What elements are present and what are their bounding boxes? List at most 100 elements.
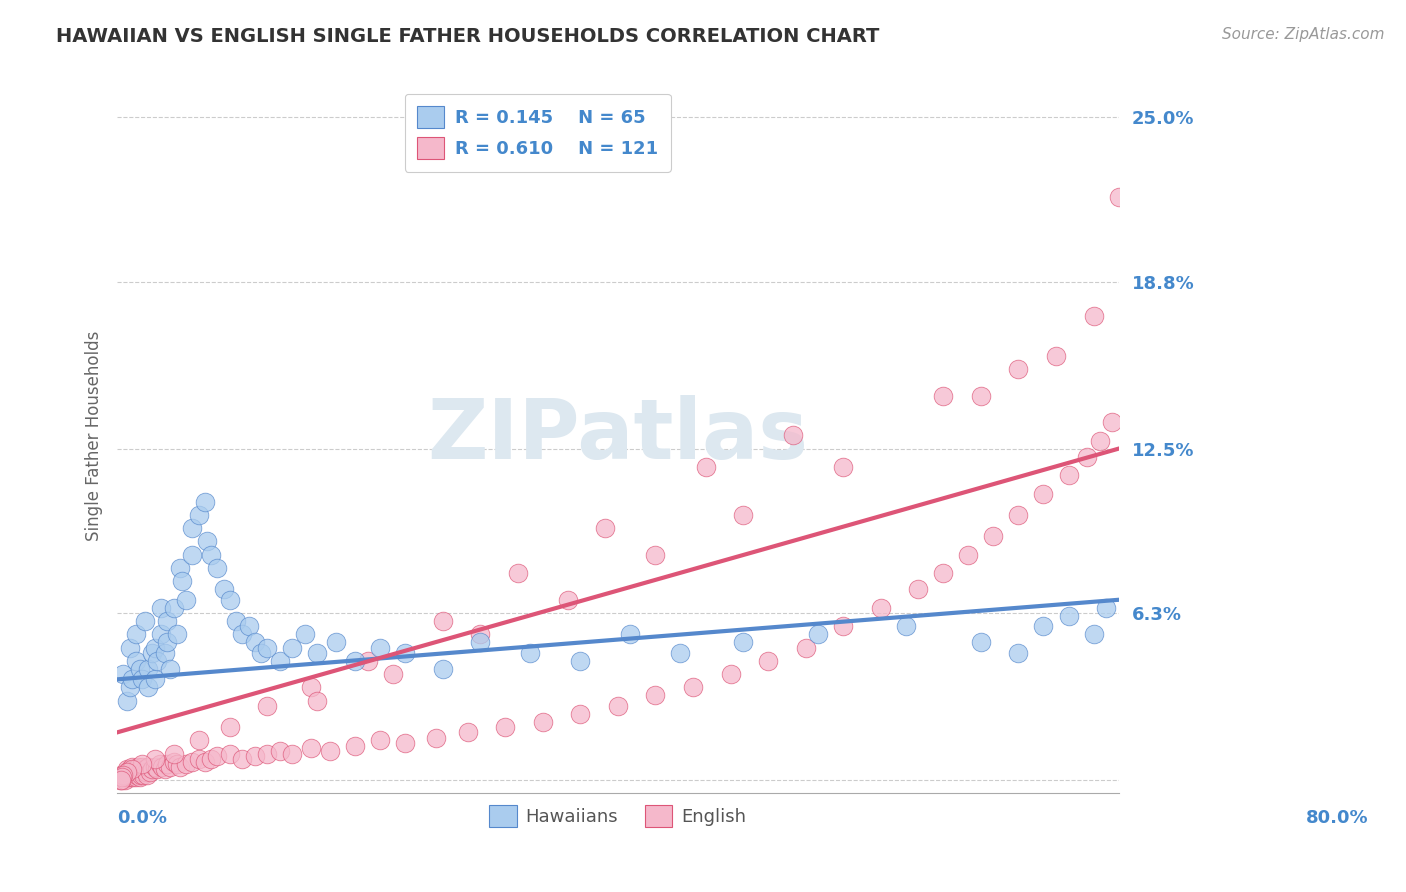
Point xyxy=(907,582,929,597)
Point xyxy=(606,698,628,713)
Point xyxy=(869,600,891,615)
Point xyxy=(124,768,146,782)
Point xyxy=(669,646,692,660)
Point xyxy=(381,667,404,681)
Point xyxy=(1083,309,1105,323)
Point xyxy=(356,654,378,668)
Point xyxy=(756,654,779,668)
Point xyxy=(118,640,141,655)
Point xyxy=(128,765,150,780)
Point xyxy=(134,614,156,628)
Point xyxy=(121,673,143,687)
Point xyxy=(619,627,641,641)
Point xyxy=(200,548,222,562)
Point xyxy=(125,654,148,668)
Text: 0.0%: 0.0% xyxy=(117,809,167,827)
Point xyxy=(432,662,454,676)
Point xyxy=(162,755,184,769)
Point xyxy=(187,752,209,766)
Point xyxy=(134,763,156,777)
Point xyxy=(1007,362,1029,376)
Point xyxy=(425,731,447,745)
Point xyxy=(124,763,146,777)
Point xyxy=(256,698,278,713)
Point xyxy=(128,662,150,676)
Point xyxy=(557,592,579,607)
Point xyxy=(115,765,138,780)
Point xyxy=(194,494,217,508)
Point xyxy=(394,736,416,750)
Point xyxy=(281,640,304,655)
Point xyxy=(832,619,855,633)
Point xyxy=(181,548,204,562)
Point xyxy=(169,760,191,774)
Point xyxy=(120,765,142,780)
Point xyxy=(569,706,592,721)
Point xyxy=(531,714,554,729)
Point xyxy=(238,619,260,633)
Point xyxy=(970,389,993,403)
Point xyxy=(595,521,617,535)
Y-axis label: Single Father Households: Single Father Households xyxy=(86,330,103,541)
Point xyxy=(117,765,139,780)
Point xyxy=(115,765,138,780)
Point xyxy=(143,760,166,774)
Point xyxy=(569,654,592,668)
Point xyxy=(1088,434,1111,448)
Point xyxy=(470,635,492,649)
Point xyxy=(644,688,666,702)
Point xyxy=(194,755,217,769)
Point xyxy=(174,757,197,772)
Point xyxy=(156,757,179,772)
Point xyxy=(125,771,148,785)
Point xyxy=(162,600,184,615)
Point xyxy=(368,733,391,747)
Point xyxy=(132,768,155,782)
Point xyxy=(695,460,717,475)
Point xyxy=(141,646,163,660)
Point xyxy=(111,773,134,788)
Point xyxy=(115,763,138,777)
Point xyxy=(256,747,278,761)
Point xyxy=(153,763,176,777)
Point xyxy=(281,747,304,761)
Point xyxy=(720,667,742,681)
Point xyxy=(115,768,138,782)
Point xyxy=(970,635,993,649)
Point xyxy=(141,763,163,777)
Point xyxy=(108,773,131,788)
Point xyxy=(159,760,181,774)
Point xyxy=(470,627,492,641)
Point xyxy=(117,771,139,785)
Point xyxy=(112,667,135,681)
Point xyxy=(832,460,855,475)
Point xyxy=(344,654,367,668)
Point xyxy=(1007,508,1029,522)
Point xyxy=(1045,349,1067,363)
Point xyxy=(319,744,342,758)
Point xyxy=(166,627,188,641)
Point xyxy=(218,592,240,607)
Point xyxy=(294,627,316,641)
Point xyxy=(1101,415,1123,429)
Point xyxy=(111,771,134,785)
Point xyxy=(200,752,222,766)
Point xyxy=(187,508,209,522)
Point xyxy=(368,640,391,655)
Point xyxy=(325,635,347,649)
Point xyxy=(494,720,516,734)
Point xyxy=(121,763,143,777)
Point xyxy=(644,548,666,562)
Point xyxy=(118,768,141,782)
Point xyxy=(131,673,153,687)
Point xyxy=(159,662,181,676)
Point xyxy=(1083,627,1105,641)
Point xyxy=(932,566,955,581)
Point xyxy=(1032,487,1054,501)
Legend: Hawaiians, English: Hawaiians, English xyxy=(482,798,754,834)
Point xyxy=(250,646,273,660)
Point xyxy=(125,765,148,780)
Point xyxy=(135,765,157,780)
Point xyxy=(150,600,173,615)
Text: ZIPatlas: ZIPatlas xyxy=(427,395,808,476)
